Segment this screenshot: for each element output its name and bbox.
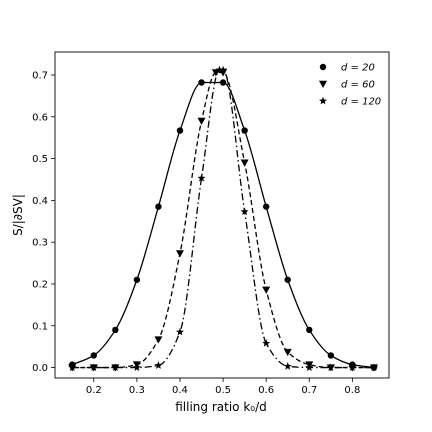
series-1-point [262, 203, 270, 210]
series-1-point [284, 276, 291, 283]
series-3-point [197, 174, 206, 182]
series-3-point [262, 339, 271, 347]
series-1-point [198, 79, 205, 86]
y-tick-label: 0.5 [32, 154, 48, 165]
series-3-point [305, 363, 314, 371]
series-2-point [240, 159, 249, 167]
series-2-point [197, 117, 206, 125]
series-1-point [241, 127, 248, 134]
series-2-point [283, 348, 292, 357]
y-tick-label: 0.0 [32, 363, 48, 374]
series-1-point [219, 79, 227, 86]
y-tick-label: 0.1 [32, 321, 48, 332]
series-2-point [175, 250, 184, 258]
legend-label-2: d = 60 [341, 80, 375, 91]
series-3-point [89, 363, 98, 371]
series-2-point [262, 286, 271, 294]
x-tick-label: 0.6 [258, 385, 274, 396]
x-tick-label: 0.4 [172, 385, 188, 396]
series-3-point [68, 363, 77, 371]
series-3-point [175, 327, 184, 336]
y-tick-label: 0.2 [32, 279, 48, 290]
series-1-point [133, 276, 141, 283]
legend-marker-1 [319, 63, 327, 71]
x-tick-label: 0.3 [129, 385, 145, 396]
series-3-point [369, 363, 378, 371]
legend-label-3: d = 120 [341, 97, 381, 108]
series-3-point [132, 363, 141, 371]
x-tick-label: 0.8 [344, 385, 360, 396]
legend: d = 20 d = 60 d = 120 [319, 63, 381, 108]
legend-marker-3 [319, 96, 327, 105]
series-1-point [306, 326, 313, 334]
x-tick-label: 0.7 [301, 385, 317, 396]
y-tick-label: 0.7 [32, 70, 48, 81]
series-3-point [111, 363, 120, 371]
series-1-point [90, 352, 97, 359]
series-3-point [154, 361, 163, 369]
series-1-point [327, 352, 335, 359]
legend-marker-2 [319, 80, 327, 88]
series-3-point [215, 65, 224, 74]
series-3-point [283, 362, 292, 370]
series-2-point [154, 336, 163, 344]
x-tick-label: 0.2 [86, 385, 102, 396]
y-tick-label: 0.6 [32, 112, 48, 123]
series-3-point [326, 363, 335, 371]
series-1-point [155, 203, 162, 210]
series-3-point [348, 363, 357, 371]
legend-label-1: d = 20 [341, 63, 375, 74]
y-tick-label: 0.4 [32, 196, 48, 207]
series-2-line [72, 71, 374, 369]
y-axis-label: S/|∂SV| [11, 194, 25, 236]
series-1-point [176, 127, 184, 134]
series-3-point [240, 207, 249, 216]
x-axis-label: filling ratio k₀/d [175, 400, 267, 414]
x-tick-label: 0.5 [215, 385, 231, 396]
series-1-point [112, 326, 119, 334]
axes-frame [54, 51, 390, 379]
series-3-point [219, 65, 228, 74]
axes: 0.2 0.3 0.4 0.5 0.6 0.7 0.8 0.0 0.1 0.2 0.3 0.4 0.5 0… [32, 51, 390, 396]
y-tick-label: 0.3 [32, 238, 48, 249]
series-2-group [72, 71, 374, 369]
plot-area [68, 65, 378, 372]
